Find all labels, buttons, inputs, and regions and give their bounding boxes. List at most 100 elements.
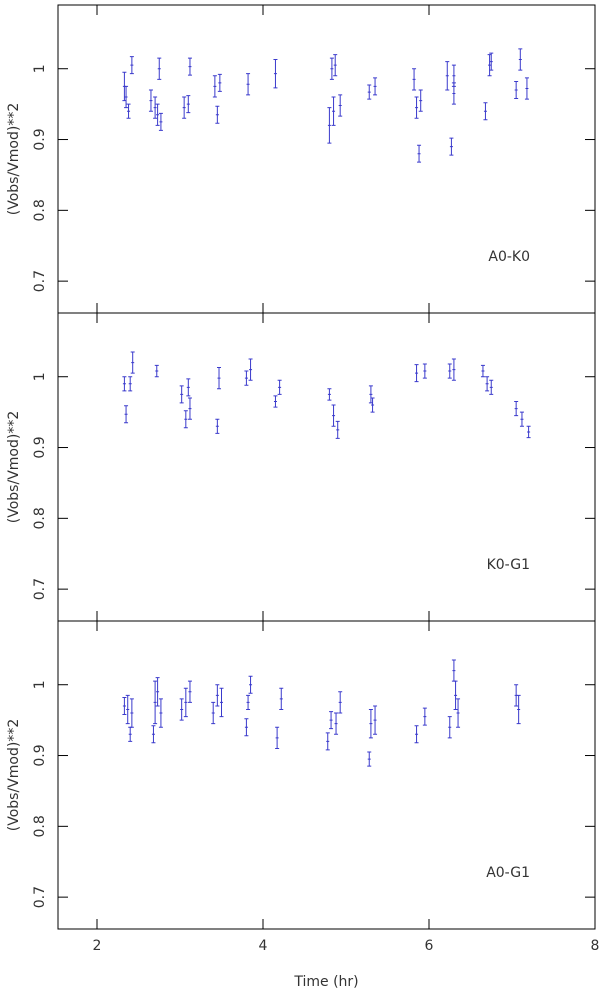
error-bar [179, 698, 184, 721]
error-bar [514, 684, 519, 707]
error-bar [219, 687, 224, 718]
error-bar [155, 103, 160, 126]
error-bar [122, 696, 127, 715]
panel-annotation: K0-G1 [487, 557, 530, 573]
y-axis-label: (Vobs/Vmod)**2 [6, 411, 22, 523]
error-bar [412, 68, 417, 91]
error-bar [414, 96, 419, 119]
error-bar [526, 425, 531, 439]
error-bar [186, 95, 191, 114]
y-tick-label: 0.9 [32, 128, 48, 150]
error-bar [215, 418, 220, 434]
error-bar [451, 659, 456, 682]
error-bar [489, 52, 494, 71]
y-tick-label: 1 [32, 372, 48, 381]
error-bar [487, 54, 492, 77]
error-bar [157, 57, 162, 80]
error-bar [244, 370, 249, 386]
error-bar [126, 103, 131, 119]
error-bar [275, 726, 280, 749]
error-bar [456, 698, 461, 728]
error-bar [148, 89, 153, 112]
error-bar [187, 680, 192, 703]
error-bar [125, 694, 130, 725]
panel-frame [57, 620, 596, 930]
error-bar [186, 378, 191, 397]
error-bar [514, 401, 519, 417]
error-bar [128, 726, 133, 742]
x-axis-label: Time (hr) [293, 974, 358, 990]
error-bar [519, 411, 524, 427]
error-bar [368, 709, 373, 739]
error-bar [187, 57, 192, 76]
error-bar [215, 105, 220, 124]
error-bar [158, 112, 163, 131]
error-bar [122, 376, 127, 392]
x-tick-label: 2 [93, 938, 102, 954]
error-bar [153, 680, 158, 725]
error-bar [485, 376, 490, 392]
error-bar [483, 102, 488, 121]
error-bar [335, 420, 340, 439]
error-bar [187, 397, 192, 420]
error-bar [453, 680, 458, 711]
x-tick-label: 8 [591, 938, 600, 954]
error-bar [183, 687, 188, 718]
y-tick-label: 1 [32, 64, 48, 73]
error-bar [154, 364, 159, 378]
error-bar [480, 364, 485, 378]
error-bar [367, 751, 372, 767]
error-bar [331, 404, 336, 427]
y-tick-label: 0.8 [32, 507, 48, 529]
error-bar [327, 107, 332, 144]
error-bar [414, 364, 419, 383]
error-bar [279, 687, 284, 711]
error-bar [373, 705, 378, 735]
error-bar [333, 54, 338, 77]
error-bar [329, 57, 334, 80]
error-bar [451, 82, 456, 105]
error-bar [489, 379, 494, 395]
panel-frame [57, 312, 596, 622]
error-bar [449, 137, 454, 156]
error-bar [447, 716, 452, 739]
error-bar [153, 96, 158, 119]
error-bar [514, 80, 519, 99]
error-bar [373, 77, 378, 96]
error-bar [124, 85, 129, 109]
error-bar [158, 698, 163, 728]
y-axis-label: (Vobs/Vmod)**2 [6, 103, 22, 215]
error-bar [248, 675, 253, 694]
error-bar [211, 701, 216, 725]
error-bar [179, 385, 184, 404]
x-tick-label: 4 [259, 938, 268, 954]
error-bar [329, 711, 334, 730]
y-tick-label: 0.9 [32, 436, 48, 458]
error-bar [338, 94, 343, 117]
y-tick-label: 0.8 [32, 199, 48, 221]
error-bar [327, 388, 332, 401]
error-bar [212, 75, 217, 98]
error-bar [334, 712, 339, 735]
error-bar [246, 694, 251, 711]
error-bar [417, 144, 422, 163]
panel-frame [57, 4, 596, 314]
error-bar [422, 707, 427, 726]
error-bar [124, 405, 129, 424]
y-tick-label: 0.7 [32, 578, 48, 600]
error-bar [244, 718, 249, 737]
error-bar [414, 725, 419, 744]
y-tick-label: 0.7 [32, 886, 48, 908]
error-bar [128, 376, 133, 392]
error-bar [130, 351, 135, 374]
error-bar [217, 367, 222, 390]
error-bar [451, 358, 456, 381]
error-bar [325, 732, 330, 751]
error-bar [331, 96, 336, 126]
error-bar [155, 677, 160, 707]
y-tick-label: 0.9 [32, 744, 48, 766]
error-bar [217, 73, 222, 92]
error-bar [418, 89, 423, 112]
error-bar [248, 358, 253, 381]
